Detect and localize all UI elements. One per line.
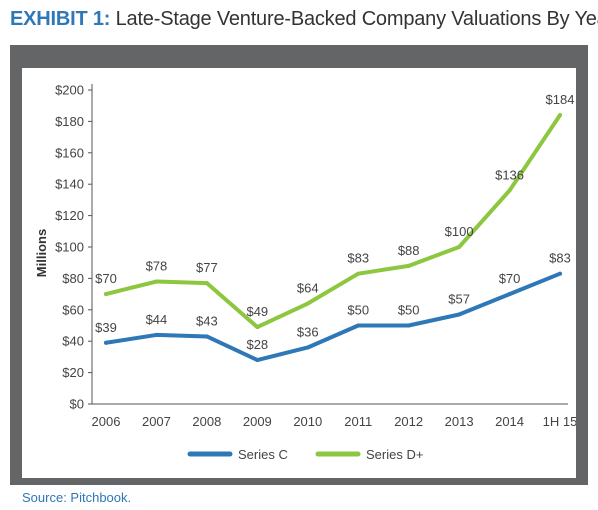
data-label: $49 xyxy=(246,304,268,319)
data-point xyxy=(305,345,310,350)
data-label: $77 xyxy=(196,260,218,275)
data-point xyxy=(154,332,159,337)
y-tick-label: $80 xyxy=(62,271,84,286)
x-tick-label: 2007 xyxy=(142,414,171,429)
data-label: $83 xyxy=(347,251,369,266)
legend-label: Series D+ xyxy=(366,447,423,462)
data-point xyxy=(204,334,209,339)
data-point xyxy=(558,271,562,276)
exhibit-number: EXHIBIT 1: xyxy=(10,8,111,30)
x-tick-label: 2010 xyxy=(293,414,322,429)
data-label: $43 xyxy=(196,313,218,328)
y-tick-label: $60 xyxy=(62,302,84,317)
data-point xyxy=(558,113,562,118)
exhibit-title-text: Late-Stage Venture-Backed Company Valuat… xyxy=(115,8,598,30)
data-point xyxy=(507,292,512,297)
data-label: $184 xyxy=(546,92,575,107)
y-axis-title: Millions xyxy=(34,229,49,277)
data-label: $83 xyxy=(549,251,571,266)
x-tick-label: 2006 xyxy=(92,414,121,429)
y-tick-label: $20 xyxy=(62,365,84,380)
data-point xyxy=(255,325,260,330)
data-point xyxy=(406,323,411,328)
y-tick-label: $200 xyxy=(55,83,84,98)
data-point xyxy=(154,279,159,284)
data-label: $39 xyxy=(95,320,117,335)
data-label: $78 xyxy=(146,259,168,274)
x-tick-label: 2011 xyxy=(344,414,372,429)
data-label: $44 xyxy=(146,312,168,327)
data-point xyxy=(204,281,209,286)
y-tick-label: $160 xyxy=(55,145,84,160)
data-point xyxy=(305,301,310,306)
data-label: $100 xyxy=(445,224,474,239)
data-point xyxy=(406,263,411,268)
data-point xyxy=(457,245,462,249)
series-line-series-d xyxy=(104,113,562,330)
data-label: $50 xyxy=(347,303,369,318)
data-label: $28 xyxy=(246,337,268,352)
data-label: $88 xyxy=(398,243,420,258)
data-point xyxy=(507,188,512,193)
data-label: $50 xyxy=(398,303,420,318)
line-chart: $0 $20 $40 $60 $80 $100 $120 $140 $160 $180 $200 Mi… xyxy=(34,83,576,463)
y-tick-label: $40 xyxy=(62,334,84,349)
data-label: $57 xyxy=(448,292,470,307)
data-point xyxy=(457,312,462,317)
chart-panel: $0 $20 $40 $60 $80 $100 $120 $140 $160 $180 $200 Mi… xyxy=(22,68,576,478)
x-tick-label: 2013 xyxy=(445,414,474,429)
x-tick-label: 2008 xyxy=(192,414,221,429)
data-point xyxy=(356,271,361,276)
data-label: $70 xyxy=(499,271,521,286)
x-tick-label: 1H 15 xyxy=(543,414,576,429)
source-note: Source: Pitchbook. xyxy=(22,490,132,505)
data-label: $36 xyxy=(297,324,319,339)
data-label: $136 xyxy=(495,167,524,182)
exhibit-title: EXHIBIT 1: Late-Stage Venture-Backed Com… xyxy=(10,6,598,32)
data-label: $70 xyxy=(95,271,117,286)
x-tick-label: 2012 xyxy=(394,414,423,429)
series-line-series-c xyxy=(104,271,562,363)
y-tick-label: $140 xyxy=(55,177,84,192)
data-point xyxy=(104,292,108,297)
legend-label: Series C xyxy=(238,447,288,462)
data-point xyxy=(356,323,361,328)
data-label: $64 xyxy=(297,281,319,296)
y-tick-label: $180 xyxy=(55,114,84,129)
y-tick-label: $120 xyxy=(55,208,84,223)
x-tick-label: 2009 xyxy=(243,414,272,429)
x-tick-label: 2014 xyxy=(495,414,524,429)
y-tick-label: $100 xyxy=(55,240,84,255)
data-point xyxy=(104,340,108,345)
data-point xyxy=(255,358,260,363)
y-tick-label: $0 xyxy=(70,397,84,412)
